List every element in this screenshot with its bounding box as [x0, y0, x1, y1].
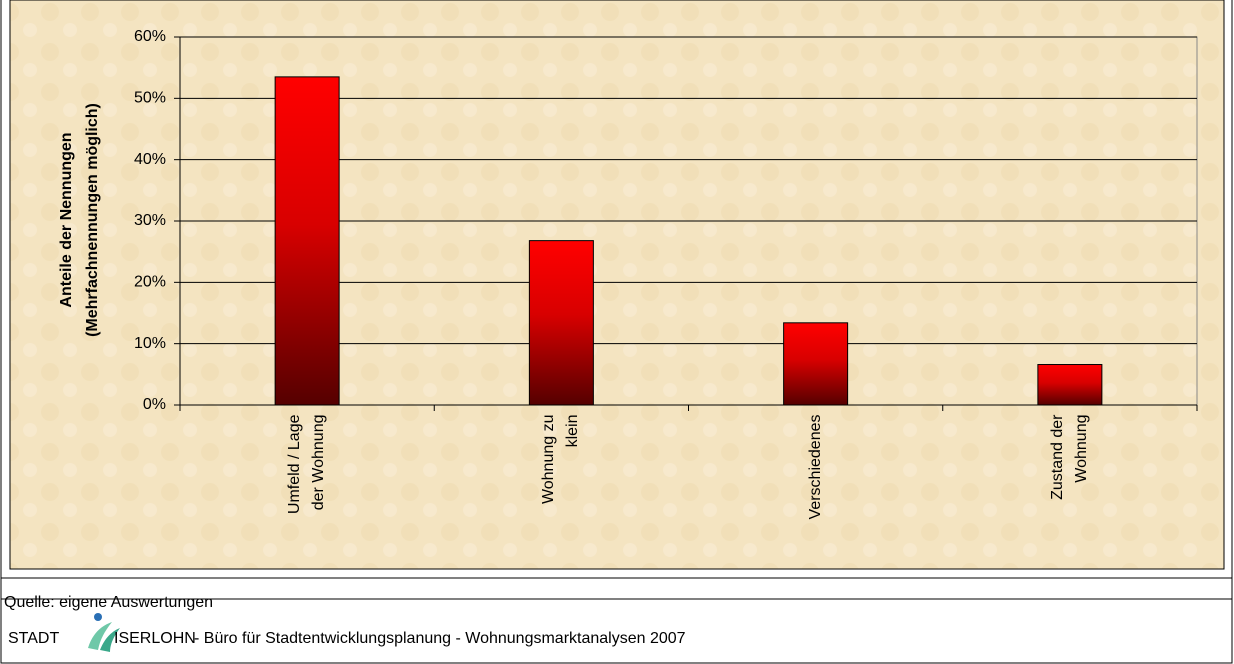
logo-icon: [88, 613, 120, 652]
y-tick-label: 60%: [134, 28, 166, 45]
x-tick-label: Zustand der Wohnung: [1048, 414, 1090, 500]
chart-background: [9, 0, 1225, 570]
bar: [528, 240, 594, 406]
brand: STADT: [8, 630, 59, 647]
footer-text: - Büro für Stadtentwicklungsplanung - Wo…: [194, 630, 686, 647]
bar: [783, 322, 849, 406]
x-tick-label: Umfeld / Lage der Wohnung: [286, 414, 328, 515]
y-tick-label: 10%: [134, 335, 166, 352]
y-axis-title: (Mehrfachnennungen möglich): [84, 103, 101, 337]
y-tick-label: 40%: [134, 151, 166, 168]
brand: ISERLOHN: [114, 630, 196, 647]
y-axis-title: Anteile der Nennungen: [58, 132, 75, 307]
y-tick-label: 0%: [143, 396, 166, 413]
x-tick-label: Wohnung zu klein: [540, 414, 582, 505]
y-tick-label: 30%: [134, 212, 166, 229]
bar: [1037, 364, 1103, 406]
bar: [274, 76, 340, 406]
y-tick-label: 50%: [134, 90, 166, 107]
source: Quelle: eigene Auswertungen: [4, 594, 214, 611]
x-tick-label: Verschiedenes: [806, 414, 824, 520]
y-tick-label: 20%: [134, 274, 166, 291]
